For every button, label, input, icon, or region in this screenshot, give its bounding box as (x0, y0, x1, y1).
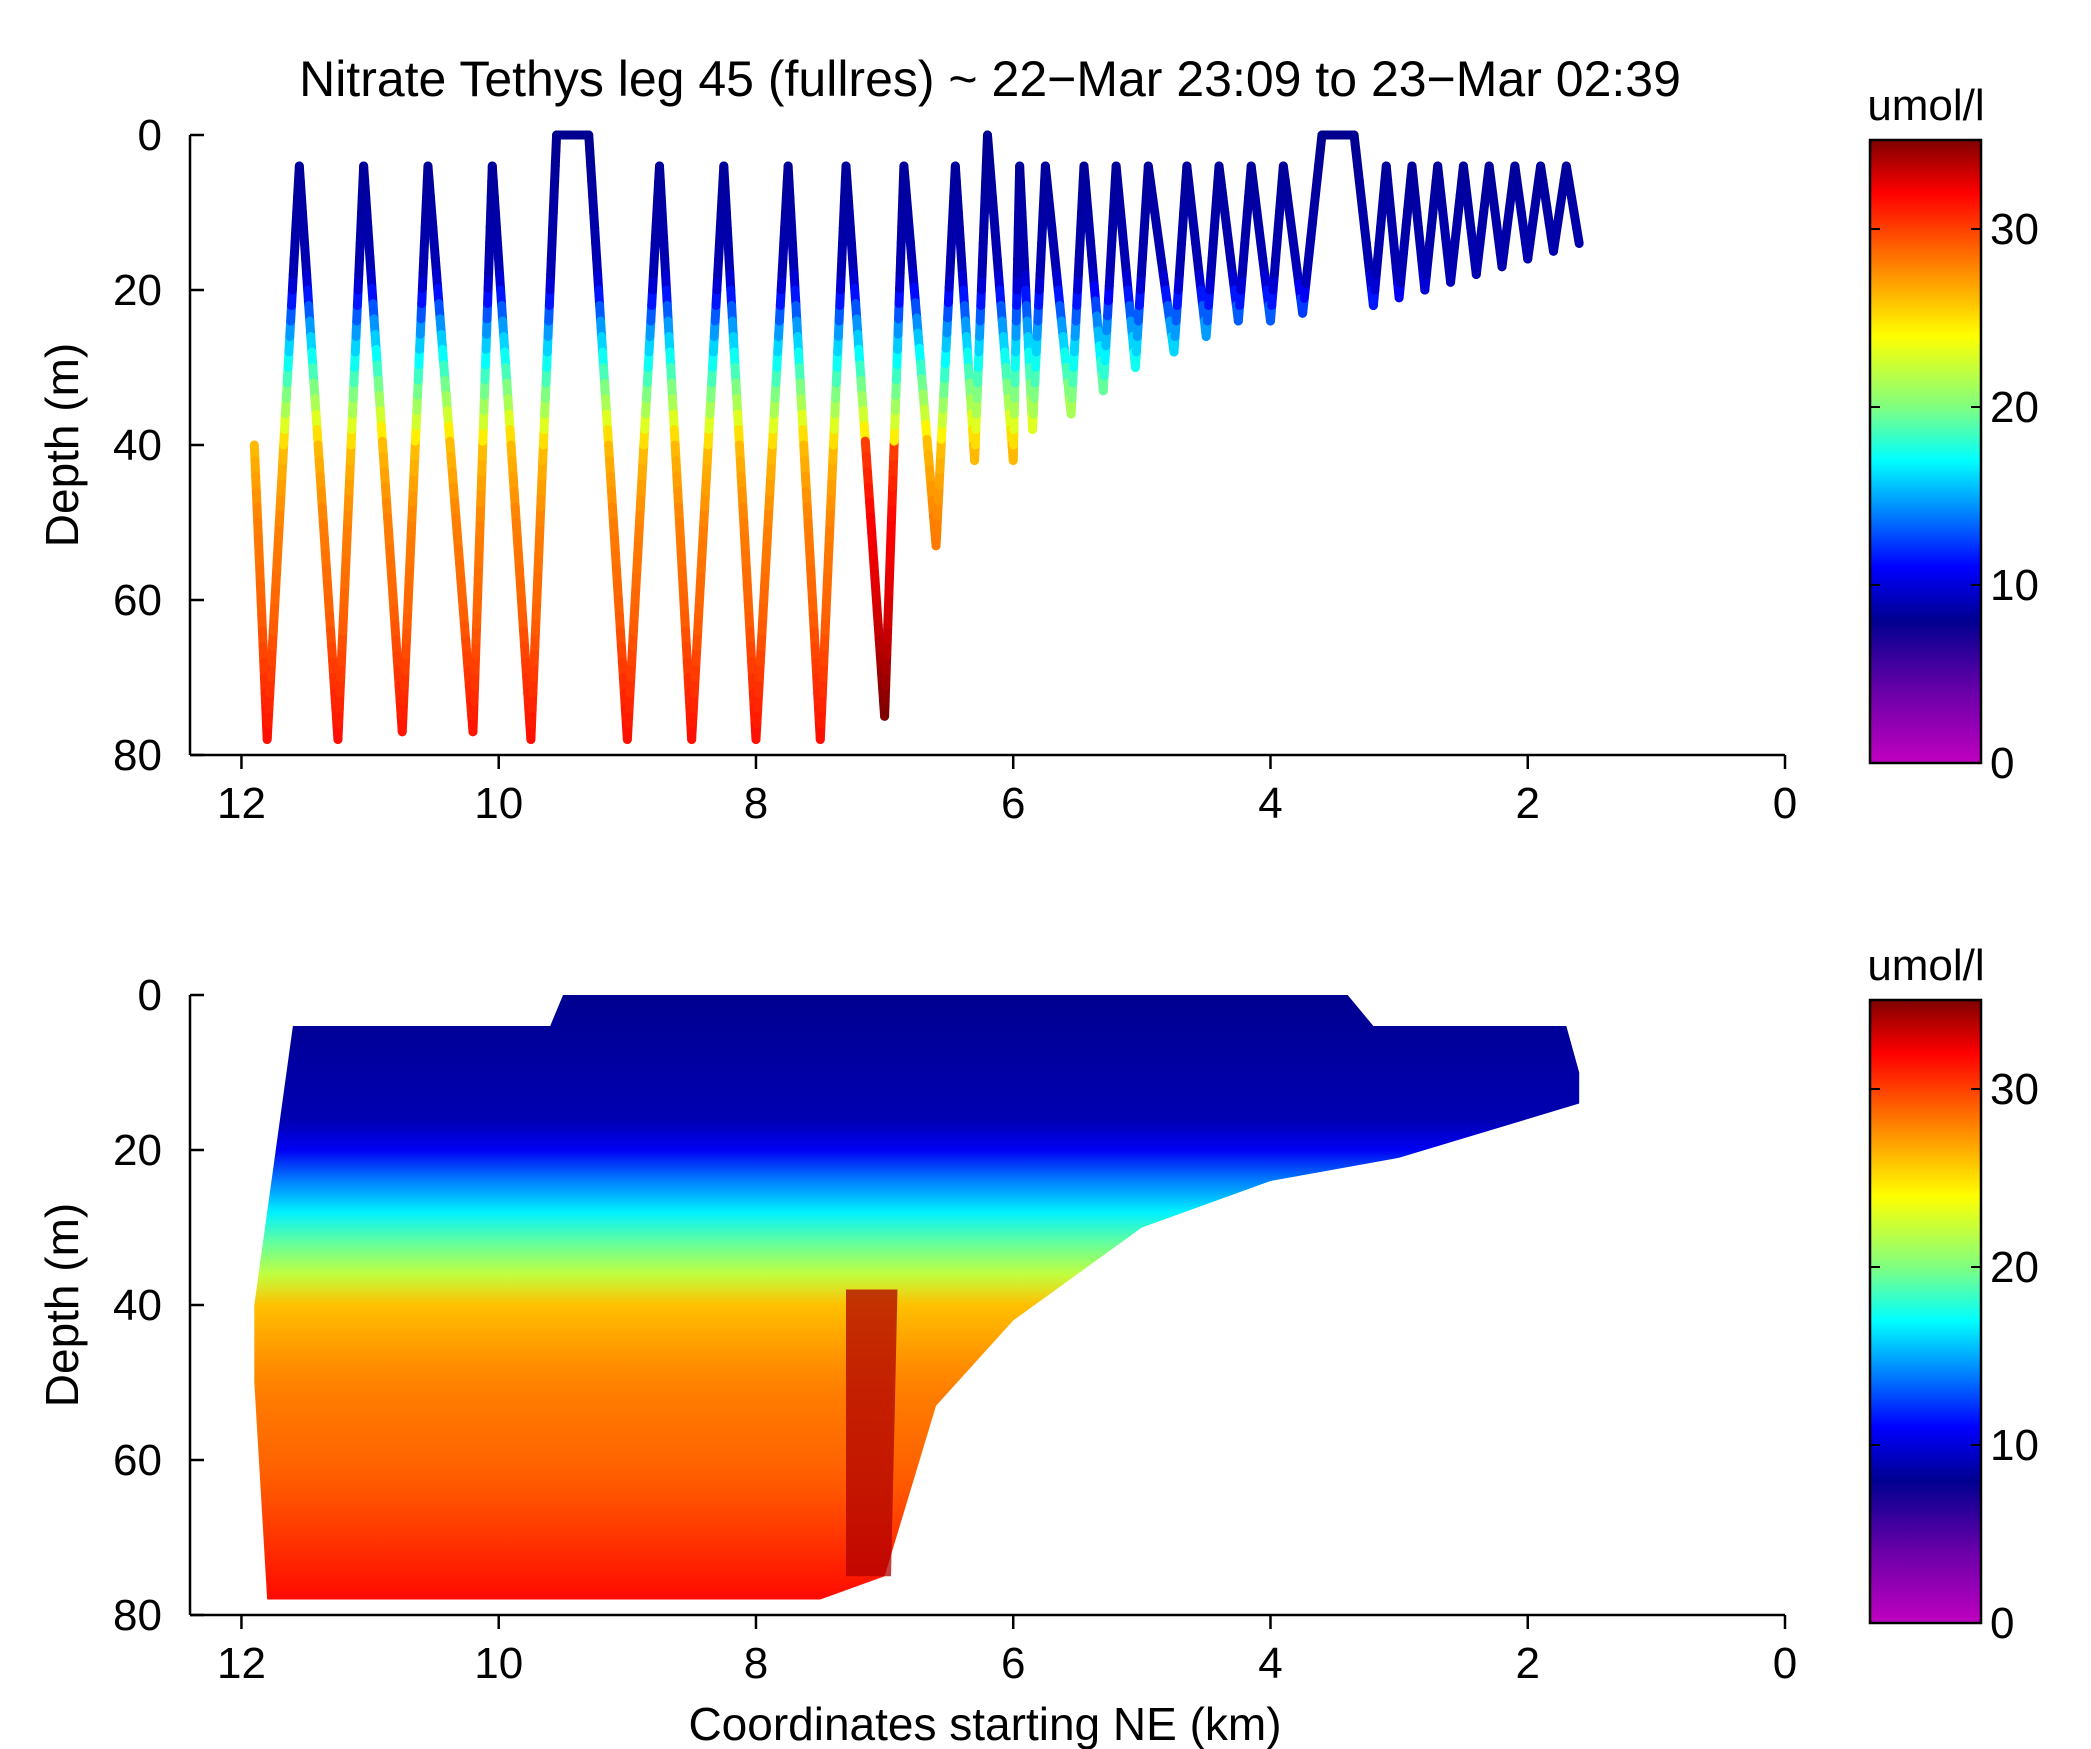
bottom-y-tick-label: 60 (113, 1436, 162, 1485)
top-plot-marks (249, 130, 1584, 744)
bottom-colorbar (1868, 998, 1983, 1625)
top-colorbar-tick-label: 20 (1990, 383, 2039, 432)
bottom-y-tick-label: 80 (113, 1591, 162, 1640)
top-x-tick-label: 2 (1515, 779, 1539, 828)
top-y-tick-label: 40 (113, 421, 162, 470)
top-chart: Nitrate Tethys leg 45 (fullres) ~ 22−Mar… (36, 51, 2039, 828)
bottom-x-tick-label: 12 (217, 1639, 266, 1688)
top-x-tick-label: 6 (1001, 779, 1025, 828)
bottom-y-ticks: 0 20 40 60 80 (113, 971, 204, 1640)
high-nitrate-band (846, 1289, 898, 1577)
top-x-tick-label: 4 (1258, 779, 1282, 828)
bottom-x-tick-label: 4 (1258, 1639, 1282, 1688)
bottom-field (254, 995, 1580, 1600)
top-y-tick-label: 0 (138, 111, 162, 160)
top-x-tick-label: 0 (1773, 779, 1797, 828)
bottom-y-tick-label: 0 (138, 971, 162, 1020)
top-colorbar-ticks: 0 10 20 30 (1870, 205, 2039, 788)
top-x-tick-label: 12 (217, 779, 266, 828)
bottom-y-tick-label: 20 (113, 1126, 162, 1175)
bottom-x-tick-label: 2 (1515, 1639, 1539, 1688)
top-colorbar (1868, 138, 1983, 765)
bottom-colorbar-ticks: 0 10 20 30 (1870, 1065, 2039, 1648)
bottom-x-tick-label: 0 (1773, 1639, 1797, 1688)
bottom-x-tick-label: 6 (1001, 1639, 1025, 1688)
top-x-tick-label: 8 (744, 779, 768, 828)
top-colorbar-tick-label: 30 (1990, 205, 2039, 254)
top-x-tick-label: 10 (474, 779, 523, 828)
top-y-tick-label: 80 (113, 731, 162, 780)
bottom-colorbar-label: umol/l (1867, 941, 1984, 990)
bottom-colorbar-tick-label: 0 (1990, 1599, 2014, 1648)
bottom-x-axis-label: Coordinates starting NE (km) (688, 1698, 1281, 1749)
nitrate-field (254, 995, 1580, 1600)
top-y-tick-label: 60 (113, 576, 162, 625)
top-colorbar-tick-label: 0 (1990, 739, 2014, 788)
bottom-x-tick-label: 10 (474, 1639, 523, 1688)
bottom-x-tick-label: 8 (744, 1639, 768, 1688)
profile-segment (1572, 223, 1584, 248)
bottom-colorbar-tick-label: 30 (1990, 1065, 2039, 1114)
bottom-y-tick-label: 40 (113, 1281, 162, 1330)
top-y-axis-label: Depth (m) (36, 343, 88, 547)
bottom-x-ticks: 12 10 8 6 4 2 0 (217, 1615, 1797, 1688)
bottom-colorbar-tick-label: 10 (1990, 1421, 2039, 1470)
top-x-ticks: 12 10 8 6 4 2 0 (217, 755, 1797, 828)
bottom-colorbar-tick-label: 20 (1990, 1243, 2039, 1292)
chart-title: Nitrate Tethys leg 45 (fullres) ~ 22−Mar… (299, 51, 1681, 107)
top-colorbar-label: umol/l (1867, 81, 1984, 130)
top-y-ticks: 0 20 40 60 80 (113, 111, 204, 780)
top-colorbar-tick-label: 10 (1990, 561, 2039, 610)
bottom-y-axis-label: Depth (m) (36, 1203, 88, 1407)
top-y-tick-label: 20 (113, 266, 162, 315)
